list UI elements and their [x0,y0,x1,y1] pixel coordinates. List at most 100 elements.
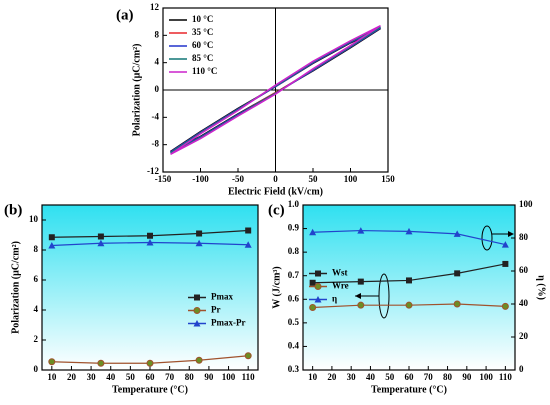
x-tick-label: 80 [443,372,453,382]
data-point [195,356,203,364]
data-point [147,232,153,239]
y-tick-label: 0.6 [288,293,300,303]
y-tick-label: 0 [155,84,160,94]
data-point [501,302,509,310]
x-tick-label: -50 [232,174,244,184]
data-point [357,278,364,285]
x-tick-label: 10 [308,372,318,382]
legend-label: Wst [332,268,348,278]
x-tick-label: 50 [309,174,319,184]
x-tick-label: 50 [126,372,136,382]
plot-background [42,205,258,370]
y-tick-label: 4 [155,57,160,67]
data-point [357,301,365,309]
panel-label: (c) [268,202,285,218]
y-tick-label: 0 [34,364,39,374]
x-tick-label: 110 [499,372,513,382]
x-tick-label: 70 [424,372,434,382]
data-point [357,227,365,234]
x-axis-label: Temperature (°C) [371,384,447,395]
y-tick-label: 0.9 [288,223,300,233]
legend-label: Pmax [211,292,233,302]
y2-tick-label: 100 [519,199,533,209]
x-tick-label: 10 [47,372,57,382]
y-tick-label: 2 [34,334,39,344]
x-axis-label: Electric Field (kV/cm) [228,186,323,197]
y2-tick-label: 40 [519,298,529,308]
annotation-ellipse [481,225,493,251]
panel-label: (b) [4,202,22,218]
legend-label: Pr [211,305,221,315]
data-point [453,230,461,237]
y-tick-label: 0.5 [288,317,300,327]
y-tick-label: 12 [150,2,160,12]
y-tick-label: -8 [152,139,160,149]
y-tick-label: -12 [147,166,159,176]
data-point [454,270,461,277]
data-point [97,239,105,247]
legend-marker [193,320,201,327]
legend-label: 110 °C [192,66,217,76]
legend-label: 60 °C [192,40,213,50]
series-line [170,25,381,155]
annotation-arrowhead [355,293,361,299]
y-tick-label: 8 [34,244,39,254]
x-tick-label: 90 [462,372,472,382]
x-tick-label: 20 [327,372,337,382]
data-point [309,279,316,286]
y-axis-label: Polarization (μC/cm²) [10,241,21,334]
y-tick-label: 10 [29,214,39,224]
y-tick-label: 4 [34,304,39,314]
data-point [48,234,55,241]
data-point [405,227,413,235]
data-point [309,228,317,236]
legend-label: Wre [332,281,349,291]
legend-marker [314,283,322,290]
legend-marker [194,294,200,301]
x-tick-label: 20 [67,372,77,382]
x-tick-label: 70 [165,372,175,382]
y-tick-label: 0.4 [288,340,300,350]
x-tick-label: -150 [155,174,172,184]
y-axis-label: W (J/cm³) [271,266,282,309]
data-point [502,260,509,267]
x-tick-label: 100 [222,372,236,382]
x-tick-label: 150 [381,174,395,184]
y-tick-label: 6 [34,274,39,284]
x-tick-label: 60 [146,372,156,382]
legend-marker [315,270,321,277]
x-tick-label: 80 [185,372,195,382]
x-tick-label: 0 [273,174,278,184]
x-tick-label: 100 [479,372,493,382]
x-tick-label: 30 [347,372,357,382]
y2-tick-label: 80 [519,232,529,242]
data-point [501,241,509,248]
legend-label: 10 °C [192,14,213,24]
data-point [405,301,413,309]
y-tick-label: -4 [152,111,160,121]
data-point [97,233,104,240]
legend-label: 35 °C [192,27,213,37]
legend-marker [314,296,322,303]
y-tick-label: 8 [155,29,160,39]
annotation-arrowhead [508,231,514,237]
data-point [146,359,154,367]
data-point [196,230,203,237]
x-tick-label: 40 [106,372,116,382]
data-point [406,277,412,284]
x-tick-label: 30 [87,372,97,382]
legend-label: Pmax-Pr [211,318,245,328]
data-point [48,358,56,366]
legend-label: 85 °C [192,53,213,63]
data-point [245,227,252,234]
x-tick-label: 60 [405,372,415,382]
data-point [146,239,154,246]
y-tick-label: 0.3 [288,364,300,374]
data-point [48,242,56,249]
data-point [244,352,252,360]
x-tick-label: 50 [385,372,395,382]
x-tick-label: 90 [204,372,214,382]
y-tick-label: 0.8 [288,246,300,256]
y-tick-label: 1.0 [288,199,300,209]
